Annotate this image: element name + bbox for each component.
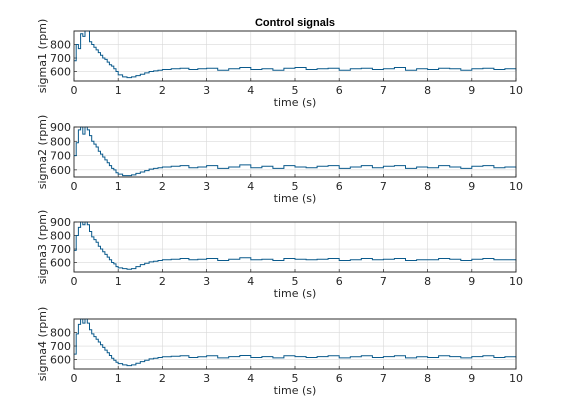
x-tick-label: 9 <box>468 84 475 97</box>
x-tick-label: 5 <box>292 372 299 385</box>
x-axis-label: time (s) <box>274 384 317 397</box>
x-axis-label: time (s) <box>274 192 317 205</box>
y-axis-label: sigma3 (rpm) <box>36 210 49 285</box>
x-tick-label: 2 <box>159 372 166 385</box>
axes-border <box>73 318 517 370</box>
x-tick-label: 3 <box>203 84 210 97</box>
figure-title: Control signals <box>255 17 335 29</box>
y-tick-label: 600 <box>50 257 71 270</box>
x-tick-label: 6 <box>336 372 343 385</box>
x-tick-label: 3 <box>203 275 210 288</box>
x-tick-label: 7 <box>380 180 387 193</box>
signal-line <box>74 221 517 270</box>
x-tick-label: 7 <box>380 275 387 288</box>
x-tick-label: 10 <box>509 275 523 288</box>
axes-border <box>73 30 517 82</box>
x-axis-label: time (s) <box>274 96 317 109</box>
x-tick-label: 0 <box>71 275 78 288</box>
y-tick-label: 600 <box>50 66 71 79</box>
y-axis-label: sigma1 (rpm) <box>36 19 49 94</box>
x-tick-label: 4 <box>247 275 254 288</box>
y-tick-label: 700 <box>50 340 71 353</box>
y-axis-label: sigma4 (rpm) <box>36 307 49 382</box>
y-axis-label: sigma2 (rpm) <box>36 115 49 190</box>
axes-border <box>73 221 517 273</box>
y-tick-label: 800 <box>50 327 71 340</box>
y-tick-label: 700 <box>50 150 71 163</box>
x-tick-label: 7 <box>380 84 387 97</box>
x-tick-label: 4 <box>247 180 254 193</box>
x-tick-label: 1 <box>115 372 122 385</box>
y-tick-label: 700 <box>50 52 71 65</box>
x-tick-label: 5 <box>292 275 299 288</box>
x-tick-label: 4 <box>247 84 254 97</box>
signal-line <box>74 318 517 367</box>
x-tick-label: 1 <box>115 84 122 97</box>
x-tick-label: 7 <box>380 372 387 385</box>
y-tick-label: 600 <box>50 354 71 367</box>
y-tick-label: 700 <box>50 243 71 256</box>
x-tick-label: 8 <box>424 275 431 288</box>
x-tick-label: 2 <box>159 180 166 193</box>
x-tick-label: 10 <box>509 84 523 97</box>
x-tick-label: 0 <box>71 84 78 97</box>
x-tick-label: 5 <box>292 84 299 97</box>
x-tick-label: 8 <box>424 372 431 385</box>
x-tick-label: 0 <box>71 180 78 193</box>
x-tick-label: 4 <box>247 372 254 385</box>
x-tick-label: 1 <box>115 275 122 288</box>
y-tick-label: 800 <box>50 135 71 148</box>
x-tick-label: 2 <box>159 84 166 97</box>
axes-border <box>73 126 517 178</box>
x-tick-label: 10 <box>509 372 523 385</box>
y-tick-label: 800 <box>50 39 71 52</box>
x-tick-label: 5 <box>292 180 299 193</box>
x-tick-label: 9 <box>468 180 475 193</box>
x-tick-label: 6 <box>336 84 343 97</box>
x-tick-label: 6 <box>336 275 343 288</box>
x-axis-label: time (s) <box>274 287 317 300</box>
x-tick-label: 9 <box>468 372 475 385</box>
y-tick-label: 900 <box>50 216 71 229</box>
x-tick-label: 6 <box>336 180 343 193</box>
x-tick-label: 3 <box>203 372 210 385</box>
x-tick-label: 8 <box>424 180 431 193</box>
y-tick-label: 800 <box>50 230 71 243</box>
x-tick-label: 0 <box>71 372 78 385</box>
x-tick-label: 8 <box>424 84 431 97</box>
signal-line <box>74 30 517 79</box>
x-tick-label: 1 <box>115 180 122 193</box>
x-tick-label: 2 <box>159 275 166 288</box>
x-tick-label: 3 <box>203 180 210 193</box>
x-tick-label: 10 <box>509 180 523 193</box>
y-tick-label: 600 <box>50 164 71 177</box>
x-tick-label: 9 <box>468 275 475 288</box>
y-tick-label: 900 <box>50 121 71 134</box>
signal-line <box>74 126 517 177</box>
